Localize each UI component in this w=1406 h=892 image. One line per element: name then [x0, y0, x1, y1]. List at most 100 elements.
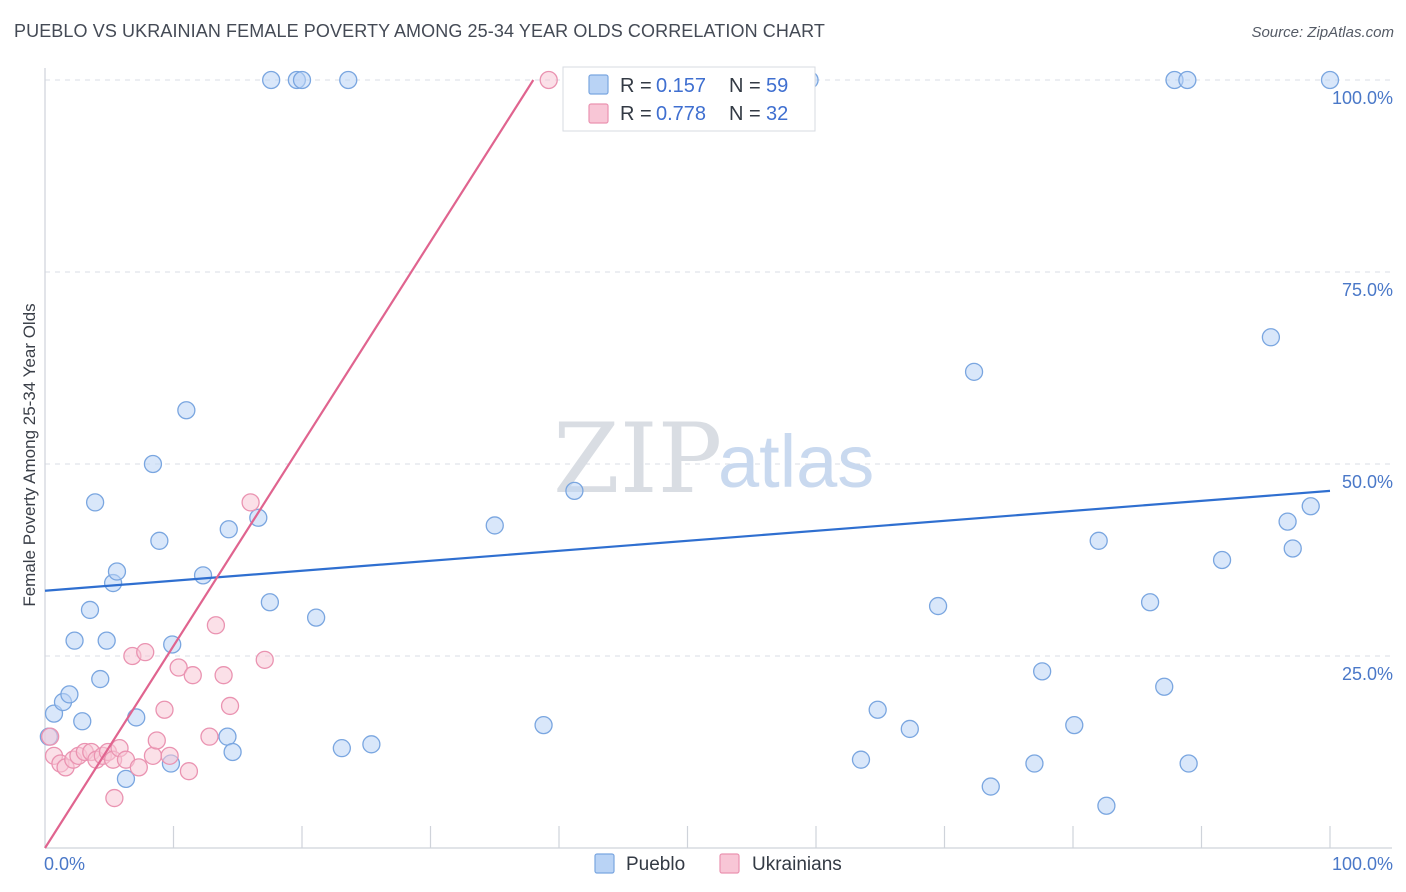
- data-point-ukrainians: [206, 616, 226, 635]
- data-point-pueblo: [565, 481, 584, 501]
- data-point-pueblo: [1261, 328, 1281, 347]
- data-point-pueblo: [1089, 531, 1108, 550]
- data-point-pueblo: [85, 493, 105, 512]
- data-point-pueblo: [485, 516, 504, 535]
- data-point-pueblo: [65, 631, 84, 650]
- watermark: ZIP atlas: [553, 403, 874, 515]
- legend-swatch-pueblo: [588, 74, 609, 95]
- data-point-pueblo: [150, 531, 169, 550]
- y-tick-labels: 25.0% 50.0% 75.0% 100.0%: [1332, 88, 1393, 684]
- data-point-pueblo: [1065, 715, 1084, 735]
- data-point-pueblo: [1320, 70, 1340, 90]
- data-point-pueblo: [80, 600, 100, 620]
- bottom-legend-swatch-pueblo: [594, 853, 615, 874]
- series-legend: Pueblo Ukrainians: [594, 853, 842, 875]
- data-point-pueblo: [260, 593, 280, 612]
- y-tick-label: 50.0%: [1342, 472, 1393, 492]
- gridlines: [45, 79, 1392, 657]
- data-point-pueblo: [1278, 512, 1297, 531]
- data-point-pueblo: [177, 401, 196, 420]
- legend-n-label-1: N =: [729, 75, 761, 97]
- data-point-pueblo: [91, 669, 110, 689]
- data-point-pueblo: [219, 520, 238, 539]
- watermark-atlas: atlas: [718, 420, 874, 503]
- data-point-ukrainians: [241, 493, 260, 512]
- data-point-pueblo: [1283, 539, 1302, 558]
- data-point-pueblo: [143, 454, 163, 474]
- bottom-legend-label-ukrainians: Ukrainians: [752, 854, 842, 875]
- data-point-ukrainians: [40, 727, 60, 746]
- data-point-pueblo: [1155, 677, 1174, 696]
- data-point-ukrainians: [136, 643, 155, 662]
- data-point-pueblo: [73, 712, 92, 731]
- data-point-pueblo: [362, 735, 381, 754]
- data-point-pueblo: [60, 685, 79, 704]
- data-point-ukrainians: [255, 650, 274, 669]
- trendlines: [44, 79, 1331, 849]
- data-point-pueblo: [97, 631, 116, 650]
- legend-r-value-1: 0.157: [656, 75, 706, 97]
- data-point-ukrainians: [169, 658, 188, 677]
- source-label: Source: ZipAtlas.com: [1251, 24, 1394, 41]
- x-tick-label: 100.0%: [1332, 854, 1393, 874]
- y-tick-label: 25.0%: [1342, 664, 1393, 684]
- data-point-ukrainians: [155, 700, 174, 719]
- data-point-pueblo: [1033, 662, 1052, 681]
- data-point-ukrainians: [143, 746, 163, 765]
- y-tick-label: 75.0%: [1342, 280, 1393, 300]
- data-point-pueblo: [292, 70, 312, 90]
- data-point-ukrainians: [220, 696, 240, 716]
- data-point-ukrainians: [200, 727, 219, 746]
- legend-n-value-1: 59: [766, 75, 788, 97]
- data-point-pueblo: [193, 566, 213, 585]
- legend-r-label-1: R =: [620, 75, 652, 97]
- data-point-ukrainians: [183, 666, 202, 685]
- data-point-pueblo: [223, 742, 242, 762]
- trendline-ukrainians: [44, 79, 535, 849]
- legend-r-label-2: R =: [620, 103, 652, 125]
- y-tick-label: 100.0%: [1332, 88, 1393, 108]
- data-point-ukrainians: [147, 731, 166, 750]
- data-point-pueblo: [851, 750, 871, 769]
- legend-r-value-2: 0.778: [656, 103, 706, 125]
- legend-n-value-2: 32: [766, 103, 788, 125]
- data-point-ukrainians: [129, 758, 148, 777]
- x-tick-label: 0.0%: [44, 854, 85, 874]
- data-point-pueblo: [306, 608, 326, 627]
- series-ukrainians: [40, 70, 558, 808]
- axes: [44, 68, 1392, 849]
- data-point-ukrainians: [214, 666, 233, 685]
- correlation-legend: R = 0.157 N = 59 R = 0.778 N = 32: [562, 66, 816, 132]
- legend-swatch-ukrainians: [588, 103, 609, 124]
- data-point-ukrainians: [105, 788, 124, 808]
- data-point-ukrainians: [160, 746, 179, 765]
- data-point-pueblo: [127, 708, 146, 727]
- bottom-legend-swatch-ukrainians: [719, 853, 740, 874]
- bottom-legend-label-pueblo: Pueblo: [626, 854, 685, 875]
- trendline-pueblo: [44, 489, 1331, 592]
- data-point-pueblo: [1140, 593, 1160, 612]
- data-point-pueblo: [218, 727, 237, 746]
- data-point-pueblo: [1301, 497, 1320, 516]
- data-point-pueblo: [116, 769, 136, 789]
- data-point-ukrainians: [179, 762, 199, 781]
- data-point-pueblo: [339, 70, 358, 90]
- chart-title: PUEBLO VS UKRAINIAN FEMALE POVERTY AMONG…: [14, 21, 825, 41]
- data-point-ukrainians: [539, 70, 558, 90]
- y-axis-label: Female Poverty Among 25-34 Year Olds: [20, 303, 39, 606]
- data-point-pueblo: [534, 715, 553, 735]
- data-point-pueblo: [1179, 754, 1198, 773]
- data-point-pueblo: [964, 362, 984, 381]
- x-tick-labels: 0.0% 100.0%: [44, 854, 1393, 874]
- data-point-pueblo: [1097, 796, 1116, 815]
- data-point-pueblo: [107, 562, 127, 581]
- data-point-pueblo: [332, 739, 351, 758]
- data-point-pueblo: [928, 596, 948, 616]
- data-point-pueblo: [900, 719, 919, 739]
- data-point-pueblo: [1025, 754, 1044, 773]
- data-point-pueblo: [1178, 70, 1197, 90]
- data-point-pueblo: [262, 70, 281, 90]
- data-point-pueblo: [981, 777, 1000, 796]
- data-point-pueblo: [1212, 550, 1232, 570]
